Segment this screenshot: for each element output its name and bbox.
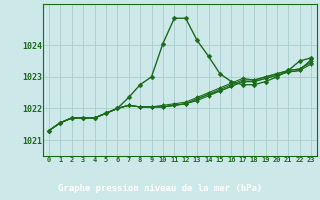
Text: Graphe pression niveau de la mer (hPa): Graphe pression niveau de la mer (hPa) xyxy=(58,184,262,193)
